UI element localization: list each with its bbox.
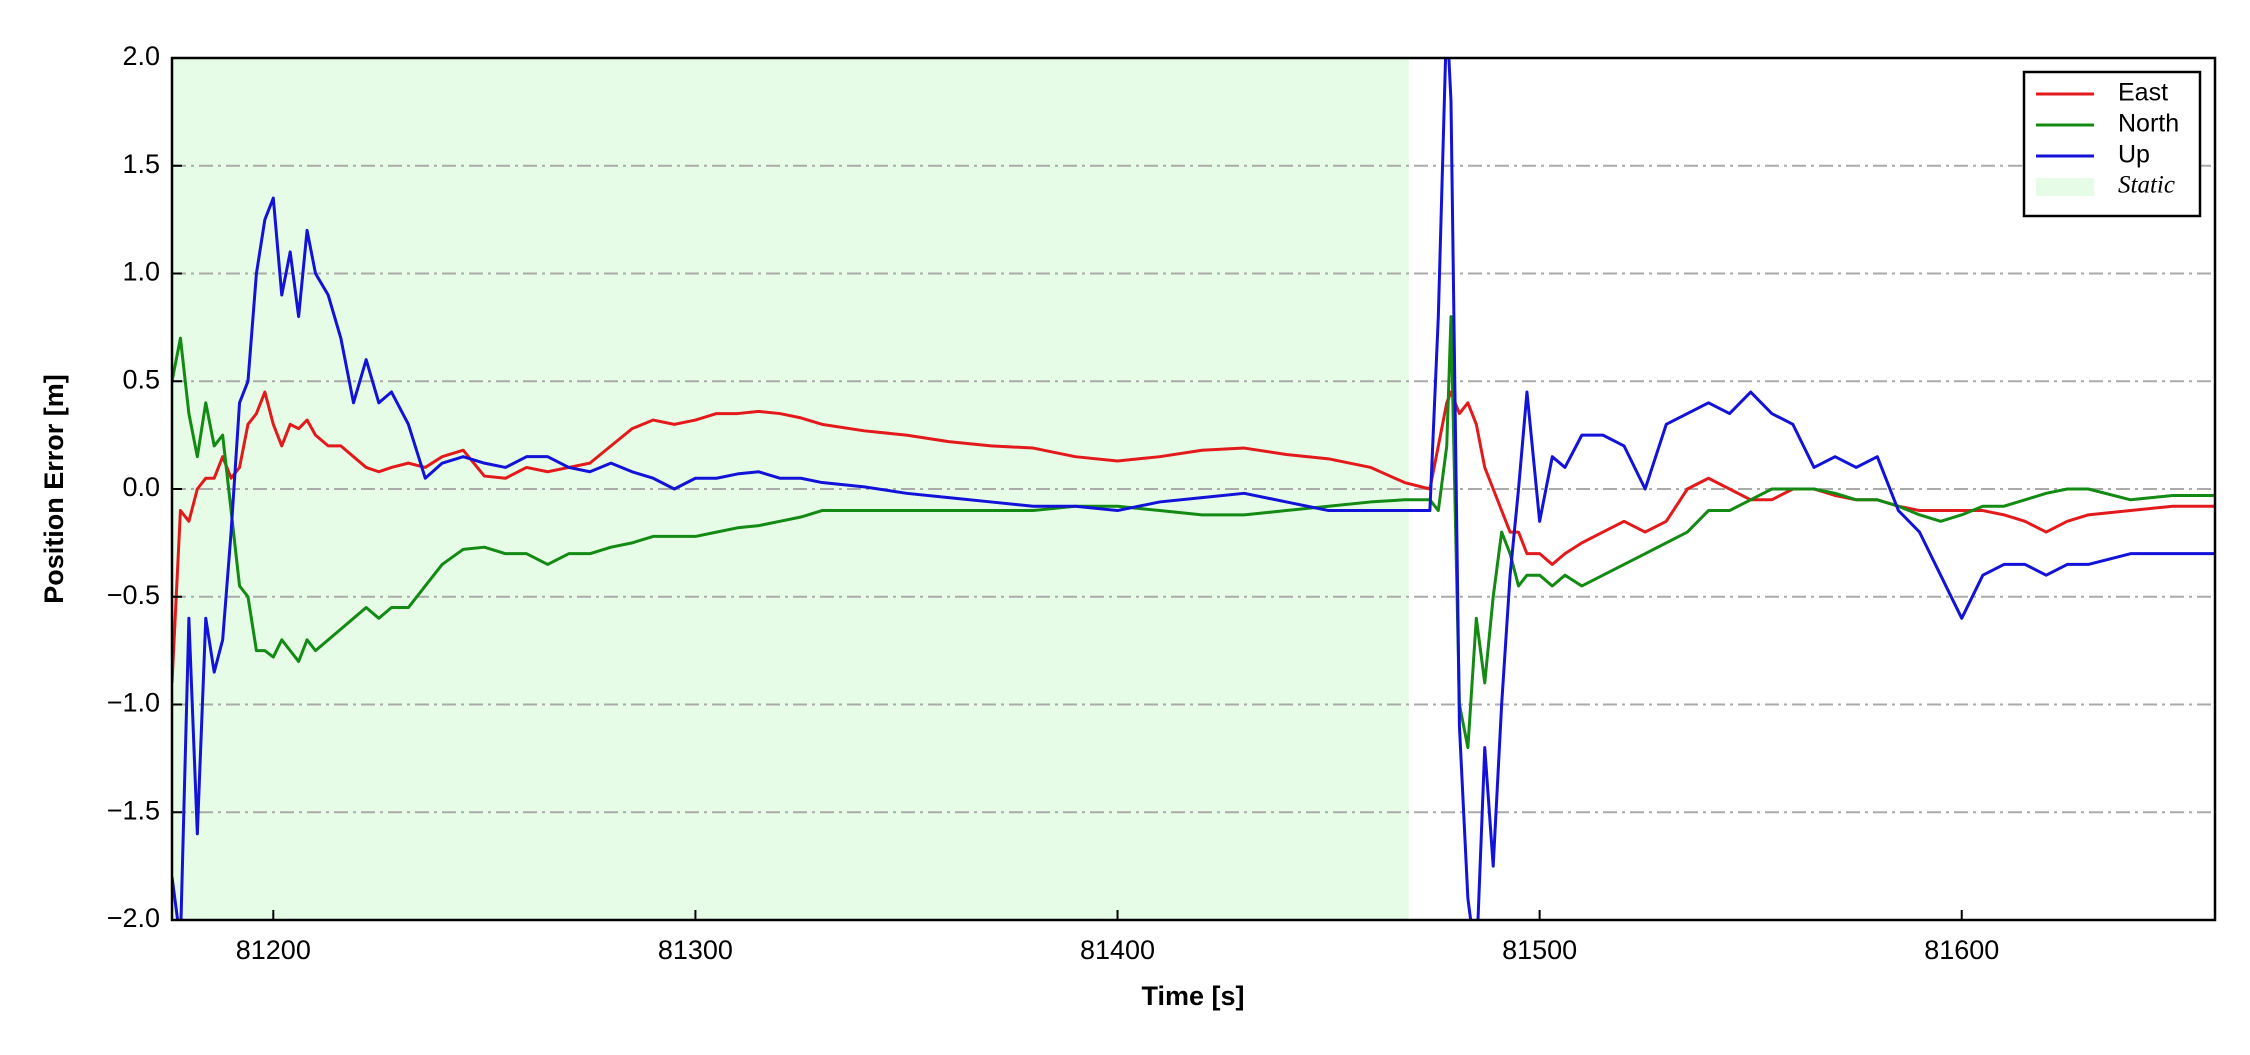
y-axis-label: Position Error [m] [39, 374, 69, 604]
x-tick-label: 81600 [1924, 935, 1999, 965]
y-tick-label: −0.5 [107, 580, 160, 610]
series-line [172, 58, 2215, 920]
x-tick-label: 81300 [658, 935, 733, 965]
series-line [172, 315, 2215, 750]
y-tick-label: 1.5 [122, 149, 160, 179]
legend: East North Up Static [2022, 70, 2202, 218]
shade-layer [172, 58, 1409, 920]
y-tick-label: −1.5 [107, 795, 160, 825]
line-layer [172, 58, 2215, 920]
grid-layer [172, 164, 2215, 814]
x-tick-label: 81500 [1502, 935, 1577, 965]
x-tick-label: 81200 [236, 935, 311, 965]
y-tick-label: 1.0 [122, 257, 160, 287]
legend-label: Static [2118, 172, 2175, 199]
y-tick-label: 0.0 [122, 472, 160, 502]
y-tick-label: −2.0 [107, 903, 160, 933]
static-region [172, 58, 1409, 920]
tick-layer: −2.0 −1.5 −1.0 −0.5 0.0 0.5 1.0 1.5 2.0 81200 8130… [107, 41, 2000, 965]
y-tick-label: 2.0 [122, 41, 160, 71]
x-axis-label: Time [s] [1141, 981, 1244, 1011]
x-tick-label: 81400 [1080, 935, 1155, 965]
legend-label: East [2118, 79, 2168, 107]
y-tick-label: −1.0 [107, 688, 160, 718]
legend-label: Up [2118, 141, 2150, 169]
y-tick-label: 0.5 [122, 364, 160, 394]
legend-swatch [2036, 178, 2094, 196]
legend-label: North [2118, 110, 2179, 138]
